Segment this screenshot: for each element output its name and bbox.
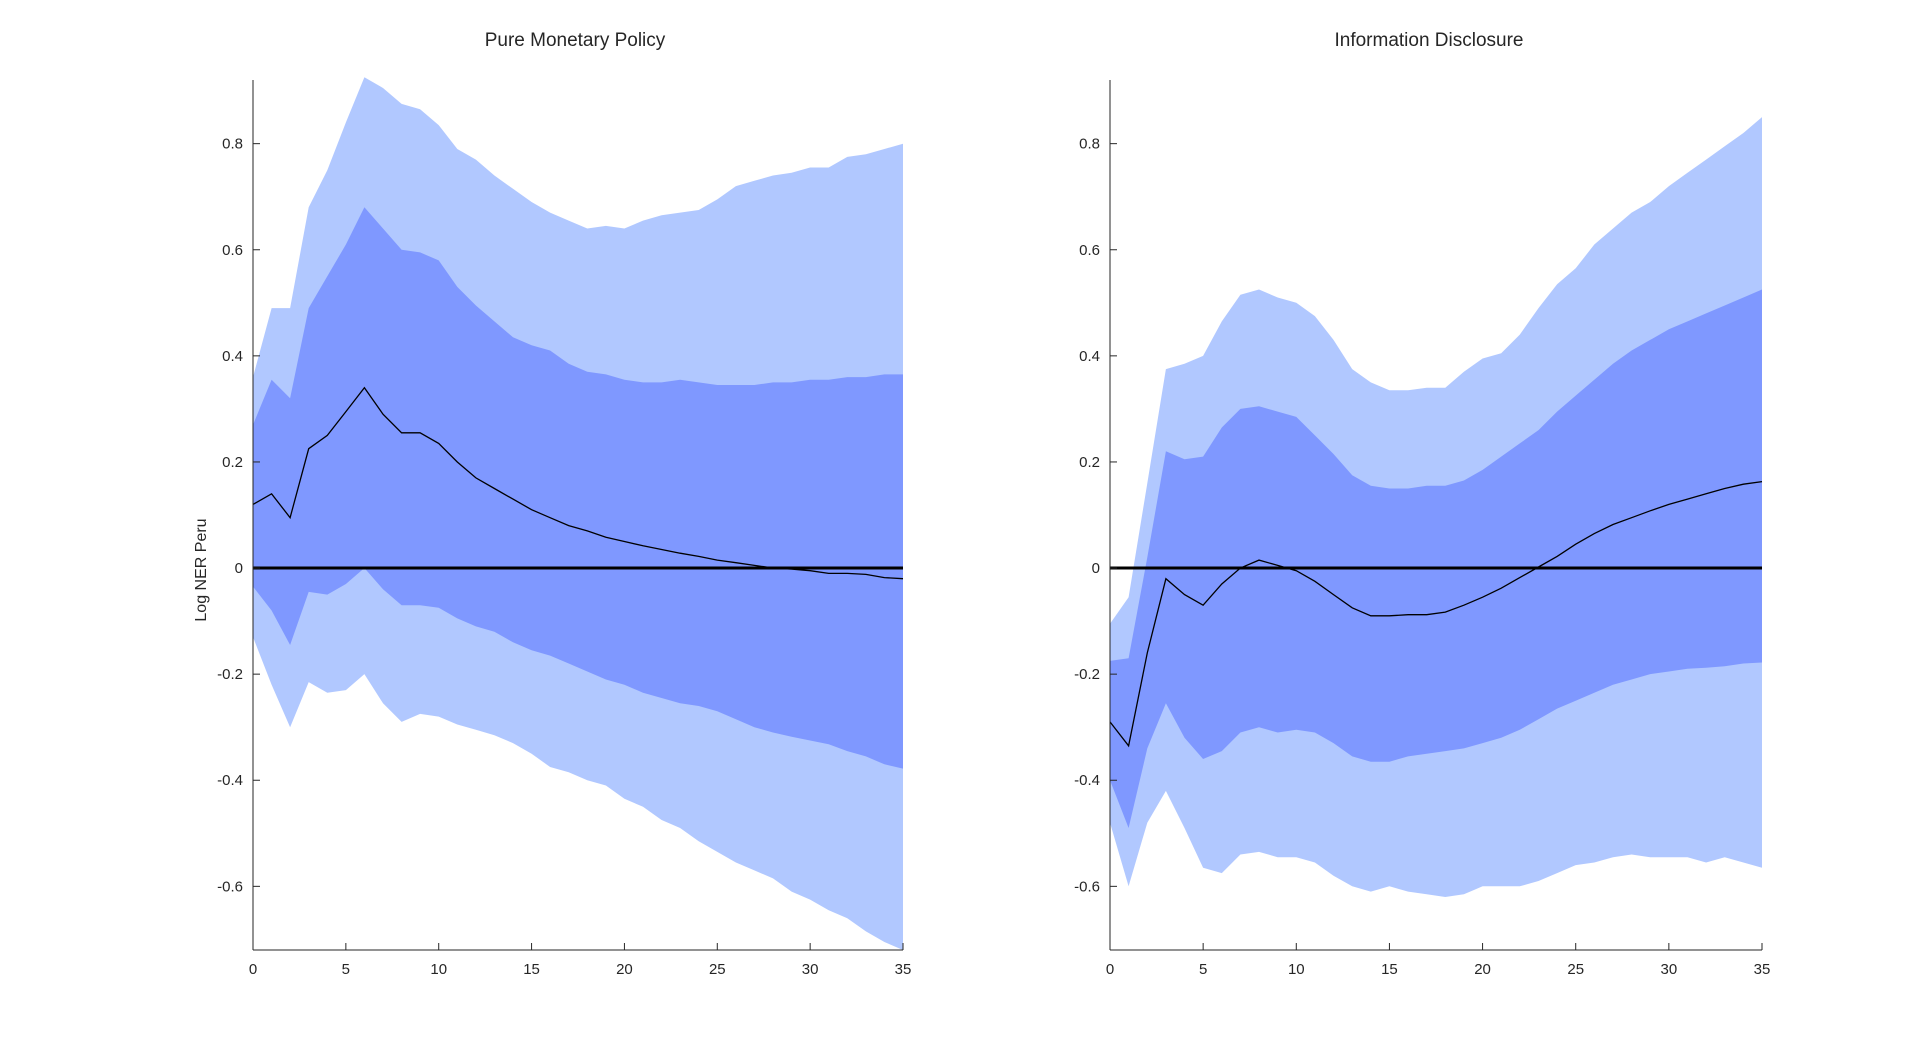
y-tick-label: 0.8 — [1079, 136, 1100, 153]
panel-title: Information Disclosure — [1334, 30, 1523, 51]
y-tick-label: 0.2 — [1079, 454, 1100, 471]
x-tick-label: 20 — [1474, 961, 1491, 978]
inner-credible-band — [253, 207, 903, 769]
x-tick-label: 15 — [523, 961, 540, 978]
x-tick-label: 0 — [1106, 961, 1114, 978]
y-tick-label: 0 — [235, 560, 243, 577]
y-tick-label: -0.6 — [217, 878, 243, 895]
median-response-line — [252, 386, 904, 580]
y-tick-label: -0.2 — [1074, 666, 1100, 683]
panel-title: Pure Monetary Policy — [485, 30, 666, 51]
panel-information-disclosure: Information Disclosure -0.6 -0.4 -0.2 0 0.2 0… — [1074, 30, 1770, 978]
x-tick-label: 20 — [616, 961, 633, 978]
x-tick-label: 25 — [709, 961, 726, 978]
y-tick-label: -0.4 — [217, 772, 243, 789]
x-tick-label: 25 — [1567, 961, 1584, 978]
y-tick-label: 0.6 — [1079, 242, 1100, 259]
inner-credible-band — [1110, 289, 1762, 828]
x-tick-label: 10 — [1288, 961, 1305, 978]
x-tick-label: 15 — [1381, 961, 1398, 978]
x-tick-label: 35 — [1754, 961, 1771, 978]
x-tick-label: 30 — [802, 961, 819, 978]
x-tick-label: 10 — [430, 961, 447, 978]
x-tick-label: 0 — [249, 961, 257, 978]
y-tick-label: -0.6 — [1074, 878, 1100, 895]
median-response-line — [1109, 480, 1763, 748]
y-tick-label: -0.2 — [217, 666, 243, 683]
y-tick-label: 0.4 — [222, 348, 243, 365]
y-axis-label: Log NER Peru — [193, 518, 210, 621]
x-tick-label: 5 — [1199, 961, 1207, 978]
panel-pure-monetary-policy: Pure Monetary Policy Log NER Peru -0.6 -0… — [193, 30, 911, 978]
y-tick-label: 0.8 — [222, 136, 243, 153]
y-tick-label: 0.6 — [222, 242, 243, 259]
y-tick-label: 0.2 — [222, 454, 243, 471]
y-tick-label: 0 — [1092, 560, 1100, 577]
y-tick-label: 0.4 — [1079, 348, 1100, 365]
x-tick-label: 30 — [1661, 961, 1678, 978]
y-tick-label: -0.4 — [1074, 772, 1100, 789]
x-tick-label: 5 — [342, 961, 350, 978]
x-tick-label: 35 — [895, 961, 912, 978]
